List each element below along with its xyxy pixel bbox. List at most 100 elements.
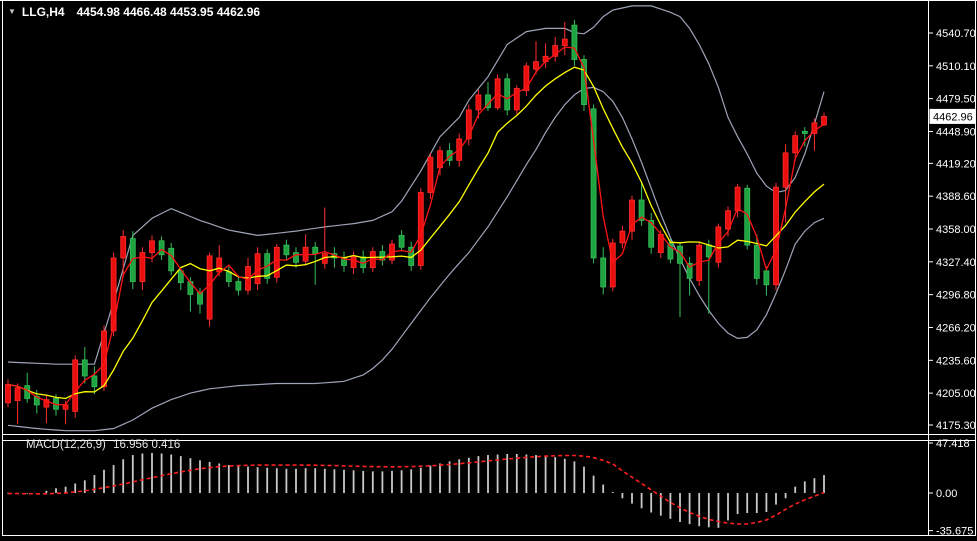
- macd-histogram-bar: [775, 493, 777, 505]
- candle-body: [168, 247, 175, 272]
- macd-histogram-bar: [496, 454, 499, 493]
- symbol-dropdown-icon[interactable]: ▼: [8, 7, 16, 16]
- macd-histogram-bar: [275, 468, 278, 493]
- price-tick-label: 4448.90: [936, 126, 976, 138]
- candle-body: [811, 122, 818, 134]
- candle-body: [792, 135, 799, 154]
- candle-body: [91, 375, 98, 388]
- price-tick-label: 4419.20: [936, 158, 976, 170]
- slow-ma-line-yellow: [7, 66, 825, 400]
- price-tick-label: 4479.50: [936, 94, 976, 106]
- macd-histogram-bar: [323, 468, 326, 493]
- macd-histogram-bar: [266, 467, 269, 493]
- macd-histogram-bar: [429, 465, 432, 493]
- candle-body: [744, 187, 751, 246]
- macd-histogram-bar: [141, 453, 144, 493]
- candle-body: [225, 271, 232, 282]
- macd-histogram-bar: [602, 484, 605, 493]
- macd-histogram-bar: [371, 471, 374, 493]
- macd-histogram-bar: [784, 493, 787, 499]
- candle-body: [715, 226, 722, 263]
- macd-histogram-bar: [813, 478, 816, 493]
- macd-histogram-bar: [160, 453, 163, 493]
- candle-body: [600, 257, 607, 288]
- current-price-badge-label: 4462.96: [933, 111, 973, 123]
- macd-histogram-bar: [477, 456, 480, 493]
- price-tick-label: 4266.20: [936, 322, 976, 334]
- candle-body: [72, 359, 79, 412]
- macd-histogram-bar: [515, 453, 518, 493]
- candle-body: [638, 199, 645, 221]
- macd-axis: 47.418 0.00 -35.675: [928, 438, 973, 538]
- candle-body: [504, 78, 511, 111]
- macd-histogram-bar: [544, 456, 547, 493]
- macd-histogram-bar: [64, 486, 67, 493]
- candle-body: [129, 238, 136, 282]
- candle-body: [782, 152, 789, 188]
- macd-panel[interactable]: [7, 452, 825, 528]
- macd-histogram-bar: [487, 455, 489, 493]
- macd-histogram-bar: [554, 457, 557, 493]
- macd-histogram-bar: [803, 481, 806, 493]
- price-tick-label: 4235.60: [936, 355, 976, 367]
- candle-body: [590, 108, 597, 259]
- macd-histogram-bar: [74, 483, 77, 493]
- macd-histogram-bar: [506, 453, 509, 493]
- macd-histogram-bar: [621, 493, 624, 499]
- macd-histogram-bar: [669, 493, 672, 519]
- price-tick-label: 4327.40: [936, 257, 976, 269]
- macd-histogram-bar: [746, 493, 749, 514]
- candle-body: [206, 255, 213, 320]
- macd-histogram-bar: [458, 459, 461, 493]
- macd-histogram-bar: [727, 493, 729, 521]
- candle-body: [609, 242, 616, 288]
- candle-body: [523, 65, 530, 92]
- current-price-badge: [929, 108, 976, 124]
- macd-histogram-bar: [103, 469, 105, 493]
- macd-histogram-bar: [343, 469, 345, 493]
- price-tick-label: 4510.10: [936, 61, 976, 73]
- macd-histogram-bar: [755, 493, 758, 514]
- macd-histogram-bar: [688, 493, 691, 525]
- macd-histogram-bar: [631, 493, 633, 504]
- macd-histogram-bar: [794, 486, 797, 493]
- macd-histogram-bar: [333, 469, 336, 493]
- macd-histogram-bar: [83, 480, 86, 493]
- main-price-panel[interactable]: [5, 5, 827, 432]
- macd-histogram-bar: [381, 471, 384, 493]
- candle-body: [619, 230, 626, 244]
- price-tick-label: 4358.00: [936, 224, 976, 236]
- candle-body: [734, 186, 741, 212]
- macd-histogram-bar: [640, 493, 643, 509]
- candle-body: [753, 244, 760, 279]
- macd-histogram-bar: [563, 458, 566, 493]
- candle-body: [629, 199, 635, 232]
- macd-tick-label: -35.675: [936, 526, 973, 538]
- candle-body: [14, 387, 21, 402]
- macd-name: MACD(12,26,9): [26, 439, 106, 451]
- candle-body: [149, 240, 155, 254]
- symbol-timeframe-label: LLG,H4: [21, 5, 65, 19]
- macd-histogram-bar: [55, 488, 57, 493]
- candle-body: [465, 109, 472, 140]
- macd-histogram-bar: [765, 493, 768, 512]
- bollinger-upper-band-line: [7, 5, 825, 365]
- candle-body: [427, 156, 434, 193]
- macd-indicator-label: MACD(12,26,9) 16.956 0.416: [26, 439, 184, 451]
- candle-body: [283, 244, 290, 256]
- macd-values: 16.956 0.416: [113, 439, 181, 451]
- candle-body: [350, 256, 357, 269]
- candle-body: [667, 242, 674, 260]
- symbol-title[interactable]: ▼ LLG,H4 4454.98 4466.48 4453.95 4462.96: [8, 5, 260, 19]
- macd-histogram-bar: [659, 493, 662, 516]
- macd-histogram-bar: [419, 467, 422, 493]
- candle-body: [533, 61, 539, 70]
- macd-histogram-bar: [208, 461, 211, 493]
- candle-body: [398, 235, 405, 248]
- macd-histogram-bar: [352, 470, 355, 493]
- macd-histogram-bar: [122, 459, 125, 493]
- price-axis: 4540.70 4510.10 4479.50 4448.90 4419.20 4388.…: [928, 28, 976, 432]
